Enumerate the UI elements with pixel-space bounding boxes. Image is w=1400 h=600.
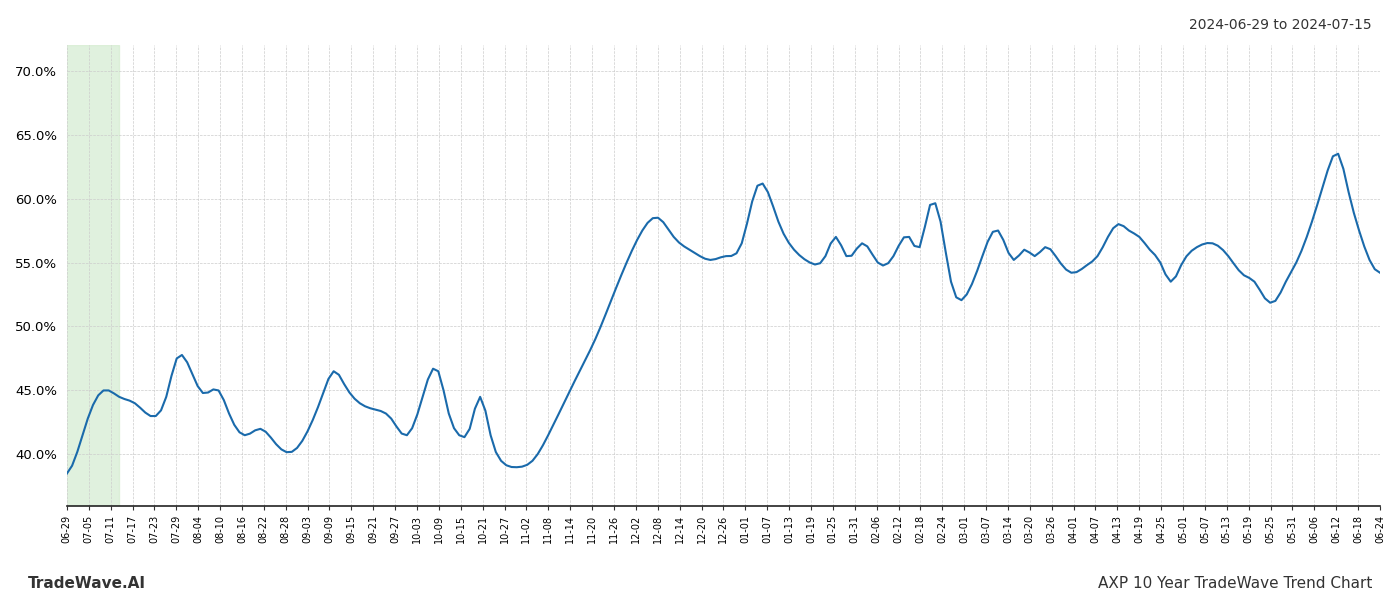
Text: AXP 10 Year TradeWave Trend Chart: AXP 10 Year TradeWave Trend Chart <box>1098 576 1372 591</box>
Text: TradeWave.AI: TradeWave.AI <box>28 576 146 591</box>
Text: 2024-06-29 to 2024-07-15: 2024-06-29 to 2024-07-15 <box>1190 18 1372 32</box>
Bar <box>64 45 119 506</box>
